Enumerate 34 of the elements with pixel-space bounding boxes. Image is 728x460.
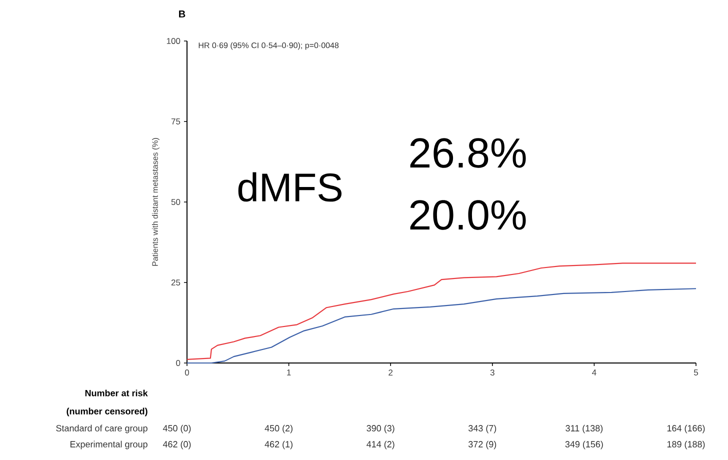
x-tick-label: 2 <box>388 370 393 376</box>
text: 311 (138) <box>566 424 603 434</box>
chart-subtitle: HR 0·69 (95% CI 0·54–0·90); p=0·0048 <box>198 42 339 50</box>
x-tick-label: 3 <box>490 370 494 376</box>
y-axis-title: Patients with distant metastases (%) <box>152 138 160 266</box>
text: 343 (7) <box>468 424 496 434</box>
text: 450 (0) <box>162 424 191 434</box>
text: 462 (0) <box>162 440 191 450</box>
text: 189 (188) <box>667 440 705 450</box>
y-tick-label: 75 <box>171 118 180 124</box>
text: 390 (3) <box>366 424 394 434</box>
text: 462 (1) <box>264 440 292 450</box>
text: Experimental group <box>70 440 148 450</box>
line-series <box>186 262 697 360</box>
text: 414 (2) <box>366 440 394 450</box>
text: 450 (2) <box>264 424 292 434</box>
text: 349 (156) <box>565 440 603 450</box>
y-tick-label: 100 <box>166 38 180 44</box>
x-tick-label: 0 <box>184 370 190 376</box>
y-tick-label: 50 <box>171 198 180 205</box>
annotation: 20.0% <box>410 200 526 230</box>
x-tick-label: 1 <box>287 370 291 376</box>
x-tick-label: 4 <box>592 370 596 376</box>
y-tick-label: 0 <box>176 360 180 366</box>
text: Number at risk <box>85 390 148 396</box>
text: 372 (9) <box>468 440 496 450</box>
text: (number censored) <box>66 408 148 416</box>
x-tick-label: 5 <box>694 370 698 376</box>
y-tick-label: 25 <box>171 279 180 286</box>
text: Standard of care group <box>56 424 148 434</box>
text: 164 (166) <box>667 424 705 434</box>
annotation: dMFS <box>238 172 342 202</box>
chart-title: B <box>179 10 186 18</box>
annotation: 26.8% <box>410 138 526 168</box>
